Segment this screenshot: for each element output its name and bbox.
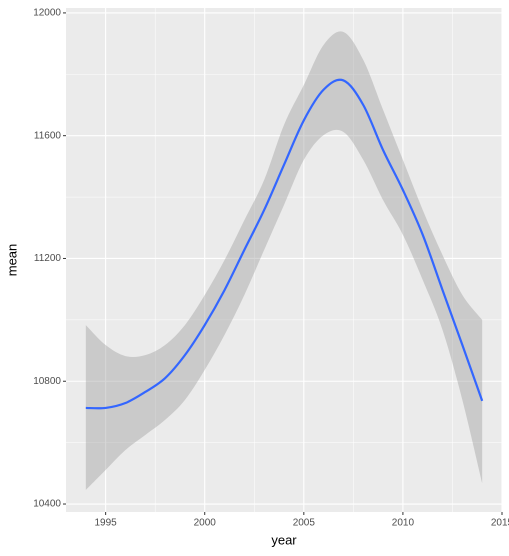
x-tick-label: 2005 [293,518,316,529]
x-axis-title: year [271,532,297,547]
x-tick-label: 2015 [491,518,509,529]
x-tick-label: 2000 [194,518,217,529]
y-axis-title: mean [4,244,19,277]
y-tick-label: 12000 [33,8,61,19]
line [85,78,484,410]
x-tick-label: 1995 [95,518,118,529]
y-tick-label: 11600 [34,130,62,141]
y-tick-label: 10400 [33,499,61,510]
confidence-band [85,31,483,490]
panel [66,8,502,512]
y-tick-label: 10800 [33,376,61,387]
x-tick-label: 2010 [392,518,415,529]
y-tick-label: 11200 [34,253,62,264]
